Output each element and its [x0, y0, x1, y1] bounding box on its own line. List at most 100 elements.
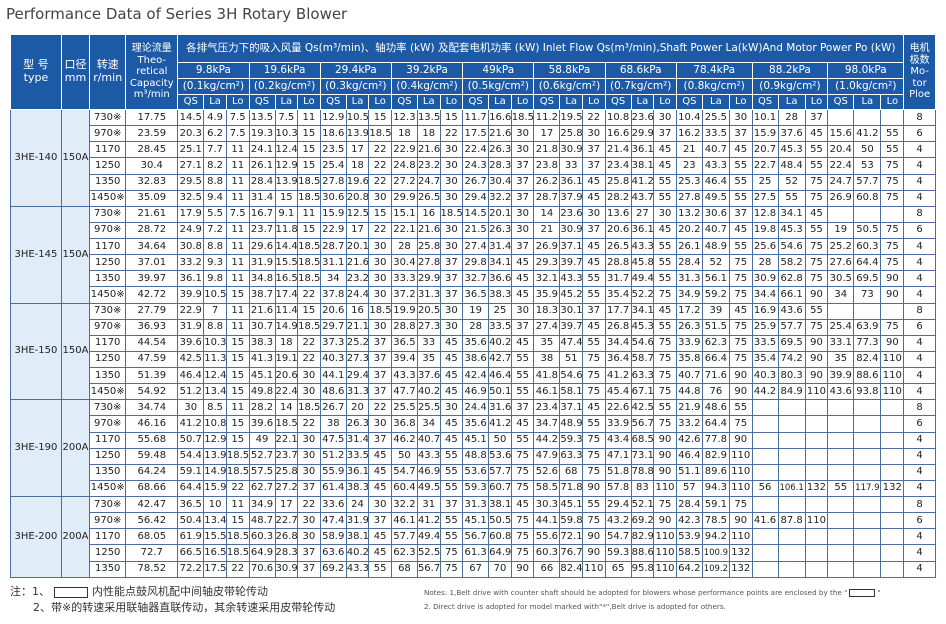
- data-cell: [777, 560, 806, 578]
- data-cell: 75: [880, 237, 905, 256]
- data-cell: 58.2: [777, 254, 806, 272]
- data-cell: 33.2: [675, 415, 703, 433]
- poles-cell: 4: [903, 270, 936, 288]
- data-cell: 25.8: [274, 463, 299, 481]
- poles-line: Ploe: [909, 89, 931, 101]
- data-cell: 27.8: [675, 189, 703, 207]
- data-cell: [751, 560, 779, 578]
- data-cell: 34.4: [751, 286, 779, 304]
- data-cell: 44.2: [533, 431, 561, 449]
- data-cell: 68: [559, 463, 583, 481]
- data-cell: 30: [510, 221, 535, 240]
- data-cell: 33.3: [390, 270, 418, 288]
- poles-cell: 6: [903, 221, 936, 240]
- theo-capacity-cell: 21.61: [125, 205, 179, 223]
- data-cell: 16.2: [675, 125, 703, 143]
- data-cell: 39.9: [827, 366, 855, 385]
- data-cell: 75: [880, 173, 905, 191]
- data-cell: 10.8: [203, 415, 227, 433]
- data-cell: 51.2: [177, 383, 205, 401]
- data-cell: 82.9: [701, 447, 730, 465]
- data-cell: 11: [225, 495, 250, 514]
- data-cell: 29.9: [630, 125, 655, 143]
- data-cell: 14.9: [274, 318, 299, 336]
- data-cell: 15: [368, 205, 392, 223]
- theo-capacity-cell: 72.7: [125, 544, 179, 562]
- data-cell: 29.9: [416, 270, 441, 288]
- data-cell: [853, 560, 882, 578]
- data-cell: [880, 544, 905, 562]
- sub-header-la: La: [559, 94, 583, 110]
- data-cell: 110: [728, 479, 753, 498]
- data-cell: 55: [728, 173, 753, 191]
- data-cell: 55: [653, 254, 677, 272]
- data-cell: 82.4: [559, 560, 583, 578]
- data-cell: 18: [345, 157, 370, 175]
- data-cell: 15: [225, 512, 250, 530]
- data-cell: 28.4: [675, 495, 703, 514]
- speed-cell: 730※: [89, 495, 127, 514]
- table-row: 1350 78.52 72.2 17.5 22 70.6 30.9 37 69.2 43.3 55 6…: [11, 560, 936, 578]
- theo-capacity-cell: 36.93: [125, 318, 179, 336]
- data-cell: 21.6: [416, 141, 441, 159]
- data-cell: 30: [653, 205, 677, 223]
- table-row: 1450※ 68.66 64.4 15.9 22 62.7 27.2 37 61.4 38.3 45…: [11, 479, 936, 498]
- data-cell: 11: [225, 302, 250, 320]
- data-cell: 24.1: [248, 141, 276, 159]
- data-cell: [853, 528, 882, 546]
- table-row: 970※ 56.42 50.4 13.4 15 48.7 22.7 30 47.4 31.9 37 4…: [11, 512, 936, 530]
- theo-capacity-cell: 51.39: [125, 366, 179, 385]
- data-cell: 31.9: [248, 254, 276, 272]
- data-cell: 110: [728, 528, 753, 546]
- data-cell: 46.4: [177, 366, 205, 385]
- data-cell: [853, 108, 882, 127]
- data-cell: 52: [701, 254, 730, 272]
- data-cell: 46.1: [390, 512, 418, 530]
- data-cell: 93.8: [853, 383, 882, 401]
- data-cell: 34: [319, 270, 347, 288]
- data-cell: 26.7: [462, 173, 490, 191]
- theo-capacity-cell: 23.59: [125, 125, 179, 143]
- data-cell: 38.6: [462, 350, 490, 369]
- data-cell: 26.2: [533, 173, 561, 191]
- data-cell: 41.2: [853, 125, 882, 143]
- data-cell: 25: [751, 173, 779, 191]
- data-cell: 55: [510, 431, 535, 449]
- data-cell: 75: [653, 415, 677, 433]
- data-cell: 30: [368, 286, 392, 304]
- data-cell: 60.8: [853, 189, 882, 207]
- data-cell: 75: [804, 173, 829, 191]
- data-cell: 30: [368, 189, 392, 207]
- data-cell: [853, 463, 882, 481]
- data-cell: 37.1: [559, 237, 583, 256]
- data-cell: 19.5: [559, 108, 583, 127]
- data-cell: 39.7: [559, 254, 583, 272]
- data-cell: 48.8: [462, 447, 490, 465]
- data-cell: 44.8: [675, 383, 703, 401]
- data-cell: 46.9: [462, 383, 490, 401]
- data-cell: 10.8: [604, 108, 632, 127]
- data-cell: 53: [853, 157, 882, 175]
- data-cell: 69.5: [777, 334, 806, 352]
- model-name-cell: 3HE-140: [10, 109, 62, 207]
- data-cell: 90: [653, 463, 677, 481]
- table-header: 型 号 type 口径 mm 转速 r/min 理论流量 Theo-retical Capaci…: [10, 34, 936, 110]
- data-cell: [853, 544, 882, 562]
- data-cell: 110: [728, 463, 753, 481]
- data-cell: 37: [510, 237, 535, 256]
- data-cell: [853, 512, 882, 530]
- data-cell: 33: [559, 157, 583, 175]
- header-speed: 转速 r/min: [89, 34, 127, 110]
- data-cell: 57.8: [604, 479, 632, 498]
- data-cell: 35.9: [533, 286, 561, 304]
- data-cell: 66.5: [177, 544, 205, 562]
- data-cell: 30: [368, 415, 392, 433]
- data-cell: 19: [462, 302, 490, 320]
- data-cell: 4.9: [203, 108, 227, 127]
- data-cell: 90: [880, 334, 905, 352]
- speed-cell: 730※: [89, 108, 127, 127]
- data-cell: 25.5: [416, 399, 441, 417]
- data-cell: 30.5: [827, 270, 855, 288]
- data-cell: 30.9: [751, 270, 779, 288]
- data-cell: [777, 399, 806, 417]
